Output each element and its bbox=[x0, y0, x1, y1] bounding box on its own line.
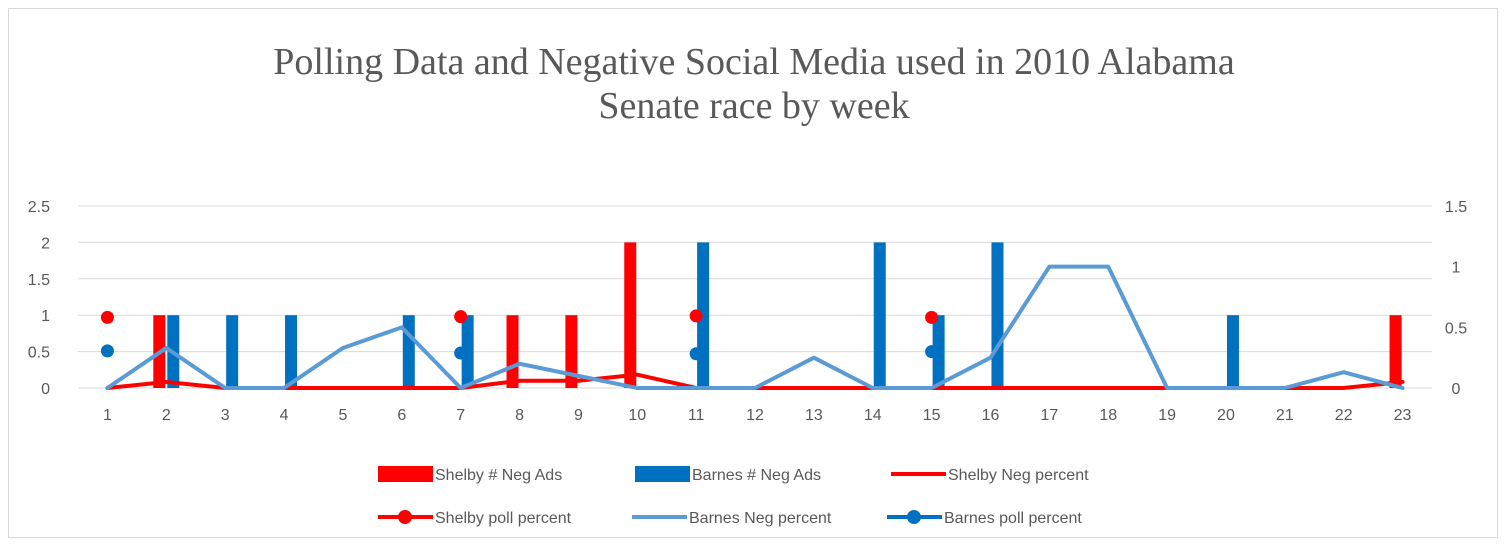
x-tick-label: 19 bbox=[1158, 407, 1176, 424]
x-tick-label: 23 bbox=[1394, 407, 1412, 424]
chart-title-line2: Senate race by week bbox=[598, 85, 910, 127]
barnes-neg-ads-bar bbox=[402, 315, 415, 388]
legend-label-barnes-neg-percent: Barnes Neg percent bbox=[689, 510, 832, 527]
barnes-poll-percent-point bbox=[925, 345, 939, 359]
y-left-tick-label: 0.5 bbox=[28, 345, 50, 362]
legend-label-shelby-poll-percent: Shelby poll percent bbox=[435, 510, 572, 527]
shelby-neg-ads-bar bbox=[565, 315, 578, 388]
legend-label-barnes-poll-percent: Barnes poll percent bbox=[944, 510, 1082, 527]
x-tick-label: 16 bbox=[982, 407, 1000, 424]
legend-swatch-barnes-neg-ads bbox=[635, 466, 690, 482]
barnes-neg-ads-bar bbox=[461, 315, 474, 388]
legend-label-shelby-neg-percent: Shelby Neg percent bbox=[948, 467, 1089, 484]
x-tick-label: 21 bbox=[1276, 407, 1294, 424]
shelby-poll-percent-point bbox=[100, 310, 114, 324]
x-tick-label: 11 bbox=[688, 407, 705, 424]
x-tick-label: 7 bbox=[456, 407, 465, 424]
shelby-neg-ads-bar bbox=[1389, 315, 1402, 388]
y-left-tick-label: 1 bbox=[41, 308, 50, 325]
x-tick-label: 2 bbox=[162, 407, 171, 424]
x-tick-label: 15 bbox=[923, 407, 941, 424]
barnes-neg-ads-bar bbox=[932, 315, 945, 388]
x-tick-label: 6 bbox=[397, 407, 406, 424]
x-tick-label: 12 bbox=[746, 407, 764, 424]
barnes-neg-ads-bar bbox=[285, 315, 298, 388]
legend-marker-barnes-poll-percent bbox=[907, 510, 921, 524]
barnes-neg-ads-bar bbox=[873, 242, 886, 388]
x-tick-label: 13 bbox=[805, 407, 823, 424]
shelby-poll-percent-point bbox=[454, 310, 468, 324]
chart-frame bbox=[8, 8, 1498, 538]
shelby-neg-ads-bar bbox=[506, 315, 519, 388]
x-tick-label: 22 bbox=[1335, 407, 1353, 424]
y-right-tick-label: 1 bbox=[1452, 260, 1461, 277]
chart-title-line1: Polling Data and Negative Social Media u… bbox=[273, 41, 1235, 83]
x-tick-label: 20 bbox=[1217, 407, 1235, 424]
barnes-poll-percent-point bbox=[689, 347, 703, 361]
x-tick-label: 1 bbox=[103, 407, 112, 424]
barnes-neg-ads-bar bbox=[1226, 315, 1239, 388]
barnes-neg-ads-bar bbox=[991, 242, 1004, 388]
y-left-tick-label: 0 bbox=[41, 381, 50, 398]
y-left-tick-label: 1.5 bbox=[28, 272, 50, 289]
legend-label-barnes-neg-ads: Barnes # Neg Ads bbox=[692, 467, 821, 484]
barnes-poll-percent-point bbox=[100, 344, 114, 358]
shelby-neg-ads-bar bbox=[624, 242, 637, 388]
y-right-tick-label: 0.5 bbox=[1445, 320, 1467, 337]
x-tick-label: 14 bbox=[864, 407, 882, 424]
legend-swatch-shelby-neg-ads bbox=[378, 466, 433, 482]
barnes-neg-percent-line bbox=[105, 264, 1405, 390]
x-tick-label: 8 bbox=[515, 407, 524, 424]
x-tick-label: 9 bbox=[574, 407, 583, 424]
shelby-poll-percent-point bbox=[689, 309, 703, 323]
y-left-tick-label: 2.5 bbox=[28, 199, 50, 216]
x-tick-label: 17 bbox=[1040, 407, 1058, 424]
barnes-neg-ads-bar bbox=[226, 315, 239, 388]
shelby-poll-percent-point bbox=[925, 310, 939, 324]
barnes-poll-percent-point bbox=[454, 346, 468, 360]
x-tick-label: 5 bbox=[338, 407, 347, 424]
y-right-tick-label: 1.5 bbox=[1445, 199, 1467, 216]
x-tick-label: 3 bbox=[221, 407, 230, 424]
x-tick-label: 4 bbox=[280, 407, 289, 424]
chart-title: Polling Data and Negative Social Media u… bbox=[0, 40, 1508, 128]
x-tick-label: 10 bbox=[628, 407, 646, 424]
legend-label-shelby-neg-ads: Shelby # Neg Ads bbox=[435, 467, 562, 484]
y-left-tick-label: 2 bbox=[41, 235, 50, 252]
legend-marker-shelby-poll-percent bbox=[398, 510, 412, 524]
x-tick-label: 18 bbox=[1099, 407, 1117, 424]
y-right-tick-label: 0 bbox=[1452, 381, 1461, 398]
